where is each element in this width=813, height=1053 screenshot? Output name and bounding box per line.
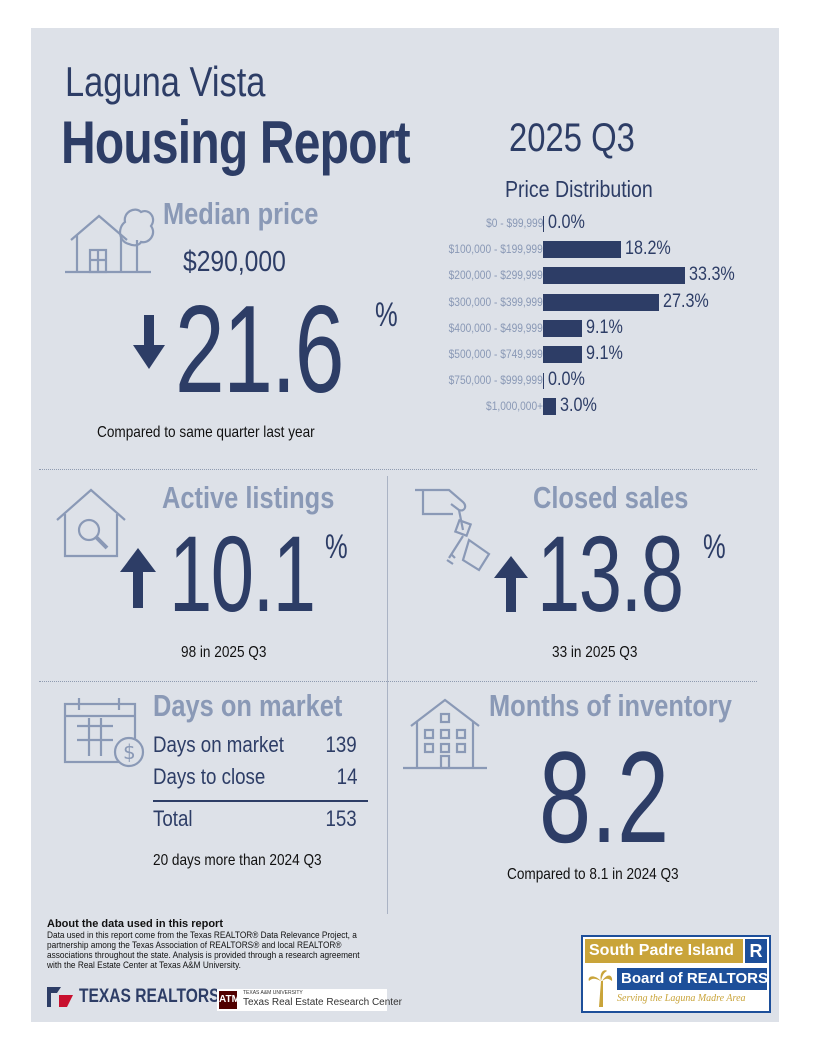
board-tagline: Serving the Laguna Madre Area xyxy=(617,993,746,1004)
active-pct-sign: % xyxy=(325,528,348,566)
median-change-number: 21.6 xyxy=(175,281,344,419)
active-listings-heading: Active listings xyxy=(162,480,335,515)
median-note: Compared to same quarter last year xyxy=(97,424,315,441)
about-heading: About the data used in this report xyxy=(47,918,224,930)
price-bar-value: 18.2% xyxy=(624,238,671,260)
price-distribution-row: $0 - $99,999 0.0% xyxy=(419,212,779,234)
price-distribution-chart: $0 - $99,999 0.0% $100,000 - $199,999 18.2%… xyxy=(419,212,779,434)
price-distribution-row: $750,000 - $999,999 0.0% xyxy=(419,369,779,391)
svg-text:$: $ xyxy=(123,740,136,764)
active-note: 98 in 2025 Q3 xyxy=(181,644,267,661)
price-range-label: $750,000 - $999,999 xyxy=(448,373,543,388)
dom-row-days-on-market: Days on market 139 xyxy=(153,732,357,758)
about-text: Data used in this report come from the T… xyxy=(47,930,360,970)
price-distribution-title: Price Distribution xyxy=(505,176,653,202)
quarter-label: 2025 Q3 xyxy=(509,116,635,160)
dom-row-value: 14 xyxy=(336,764,357,789)
dom-total-label: Total xyxy=(153,806,193,831)
atm-mark-icon: ATM xyxy=(219,991,240,1009)
hand-key-icon xyxy=(413,484,493,581)
price-range-label: $100,000 - $199,999 xyxy=(448,242,543,257)
dom-row-total: Total 153 xyxy=(153,806,357,832)
months-inventory-heading: Months of inventory xyxy=(489,688,732,723)
price-distribution-row: $100,000 - $199,999 18.2% xyxy=(419,238,779,260)
price-range-label: $0 - $99,999 xyxy=(485,216,543,230)
price-range-label: $1,000,000+ xyxy=(485,399,543,414)
months-inventory-note: Compared to 8.1 in 2024 Q3 xyxy=(507,866,679,883)
price-distribution-row: $500,000 - $749,999 9.1% xyxy=(419,343,779,365)
months-inventory-value: 8.2 xyxy=(539,724,670,870)
palm-tree-icon xyxy=(587,967,613,1012)
price-bar-value: 33.3% xyxy=(689,264,735,286)
price-distribution-row: $200,000 - $299,999 33.3% xyxy=(419,264,779,286)
price-bar-value: 27.3% xyxy=(663,290,710,312)
dom-row-days-to-close: Days to close 14 xyxy=(153,764,357,790)
price-bar xyxy=(543,293,660,311)
median-price-value: $290,000 xyxy=(183,246,286,278)
price-bar xyxy=(543,319,582,337)
price-bar xyxy=(543,398,556,416)
building-icon xyxy=(401,696,489,777)
price-range-label: $500,000 - $749,999 xyxy=(448,347,543,361)
dom-note: 20 days more than 2024 Q3 xyxy=(153,852,322,869)
price-bar-value: 3.0% xyxy=(559,395,597,417)
price-distribution-row: $300,000 - $399,999 27.3% xyxy=(419,290,779,313)
price-distribution-row: $1,000,000+ 3.0% xyxy=(419,395,779,417)
report-panel: Laguna Vista Housing Report 2025 Q3 Pric… xyxy=(31,28,779,1022)
house-tree-icon xyxy=(61,200,157,283)
active-change-number: 10.1 xyxy=(169,513,316,634)
price-bar xyxy=(543,267,685,285)
board-line2: Board of REALTORS xyxy=(617,968,767,990)
divider-middle xyxy=(39,681,757,682)
closed-change-number: 13.8 xyxy=(537,513,684,634)
tamu-center-label: Texas Real Estate Research Center xyxy=(243,997,402,1008)
tamu-logo: ATM TEXAS A&M UNIVERSITY Texas Real Esta… xyxy=(217,989,402,1011)
board-of-realtors-logo: South Padre Island R Board of REALTORS S… xyxy=(581,935,771,1013)
closed-pct-sign: % xyxy=(703,528,726,566)
price-bar xyxy=(543,346,582,363)
divider-top xyxy=(39,469,757,470)
price-bar-value: 9.1% xyxy=(585,343,623,364)
dom-total-rule xyxy=(153,800,368,802)
dom-row-label: Days on market xyxy=(153,732,284,757)
price-bar-value: 9.1% xyxy=(585,316,623,338)
price-range-label: $200,000 - $299,999 xyxy=(448,268,543,283)
texas-realtors-label: TEXAS REALTORS xyxy=(79,986,220,1007)
price-bar xyxy=(543,241,621,259)
price-bar-value: 0.0% xyxy=(548,212,585,233)
closed-note: 33 in 2025 Q3 xyxy=(552,644,638,661)
price-bar-zero xyxy=(543,216,544,232)
price-bar-value: 0.0% xyxy=(548,369,585,391)
texas-realtors-logo: TEXAS REALTORS xyxy=(47,986,250,1008)
days-on-market-heading: Days on market xyxy=(153,688,343,723)
board-line1: South Padre Island xyxy=(585,939,743,963)
calendar-dollar-icon: $ xyxy=(63,696,149,773)
price-range-label: $300,000 - $399,999 xyxy=(448,294,543,309)
median-price-heading: Median price xyxy=(163,196,319,231)
tamu-small-label: TEXAS A&M UNIVERSITY xyxy=(243,990,303,996)
arrow-up-icon xyxy=(119,548,157,615)
arrow-up-icon xyxy=(493,556,529,617)
price-distribution-row: $400,000 - $499,999 9.1% xyxy=(419,316,779,339)
dom-total-value: 153 xyxy=(325,806,357,831)
realtor-r-icon: R xyxy=(745,939,767,963)
closed-sales-heading: Closed sales xyxy=(533,480,689,515)
price-bar-zero xyxy=(543,373,544,390)
house-search-icon xyxy=(53,486,129,567)
report-title: Housing Report xyxy=(61,109,411,176)
dom-row-value: 139 xyxy=(325,732,357,757)
divider-vertical xyxy=(387,476,388,914)
texas-realtors-mark-icon xyxy=(47,987,73,1007)
arrow-down-icon xyxy=(131,315,167,376)
price-range-label: $400,000 - $499,999 xyxy=(448,320,543,335)
city-title: Laguna Vista xyxy=(65,58,266,105)
dom-row-label: Days to close xyxy=(153,764,266,789)
median-pct-sign: % xyxy=(375,296,398,334)
